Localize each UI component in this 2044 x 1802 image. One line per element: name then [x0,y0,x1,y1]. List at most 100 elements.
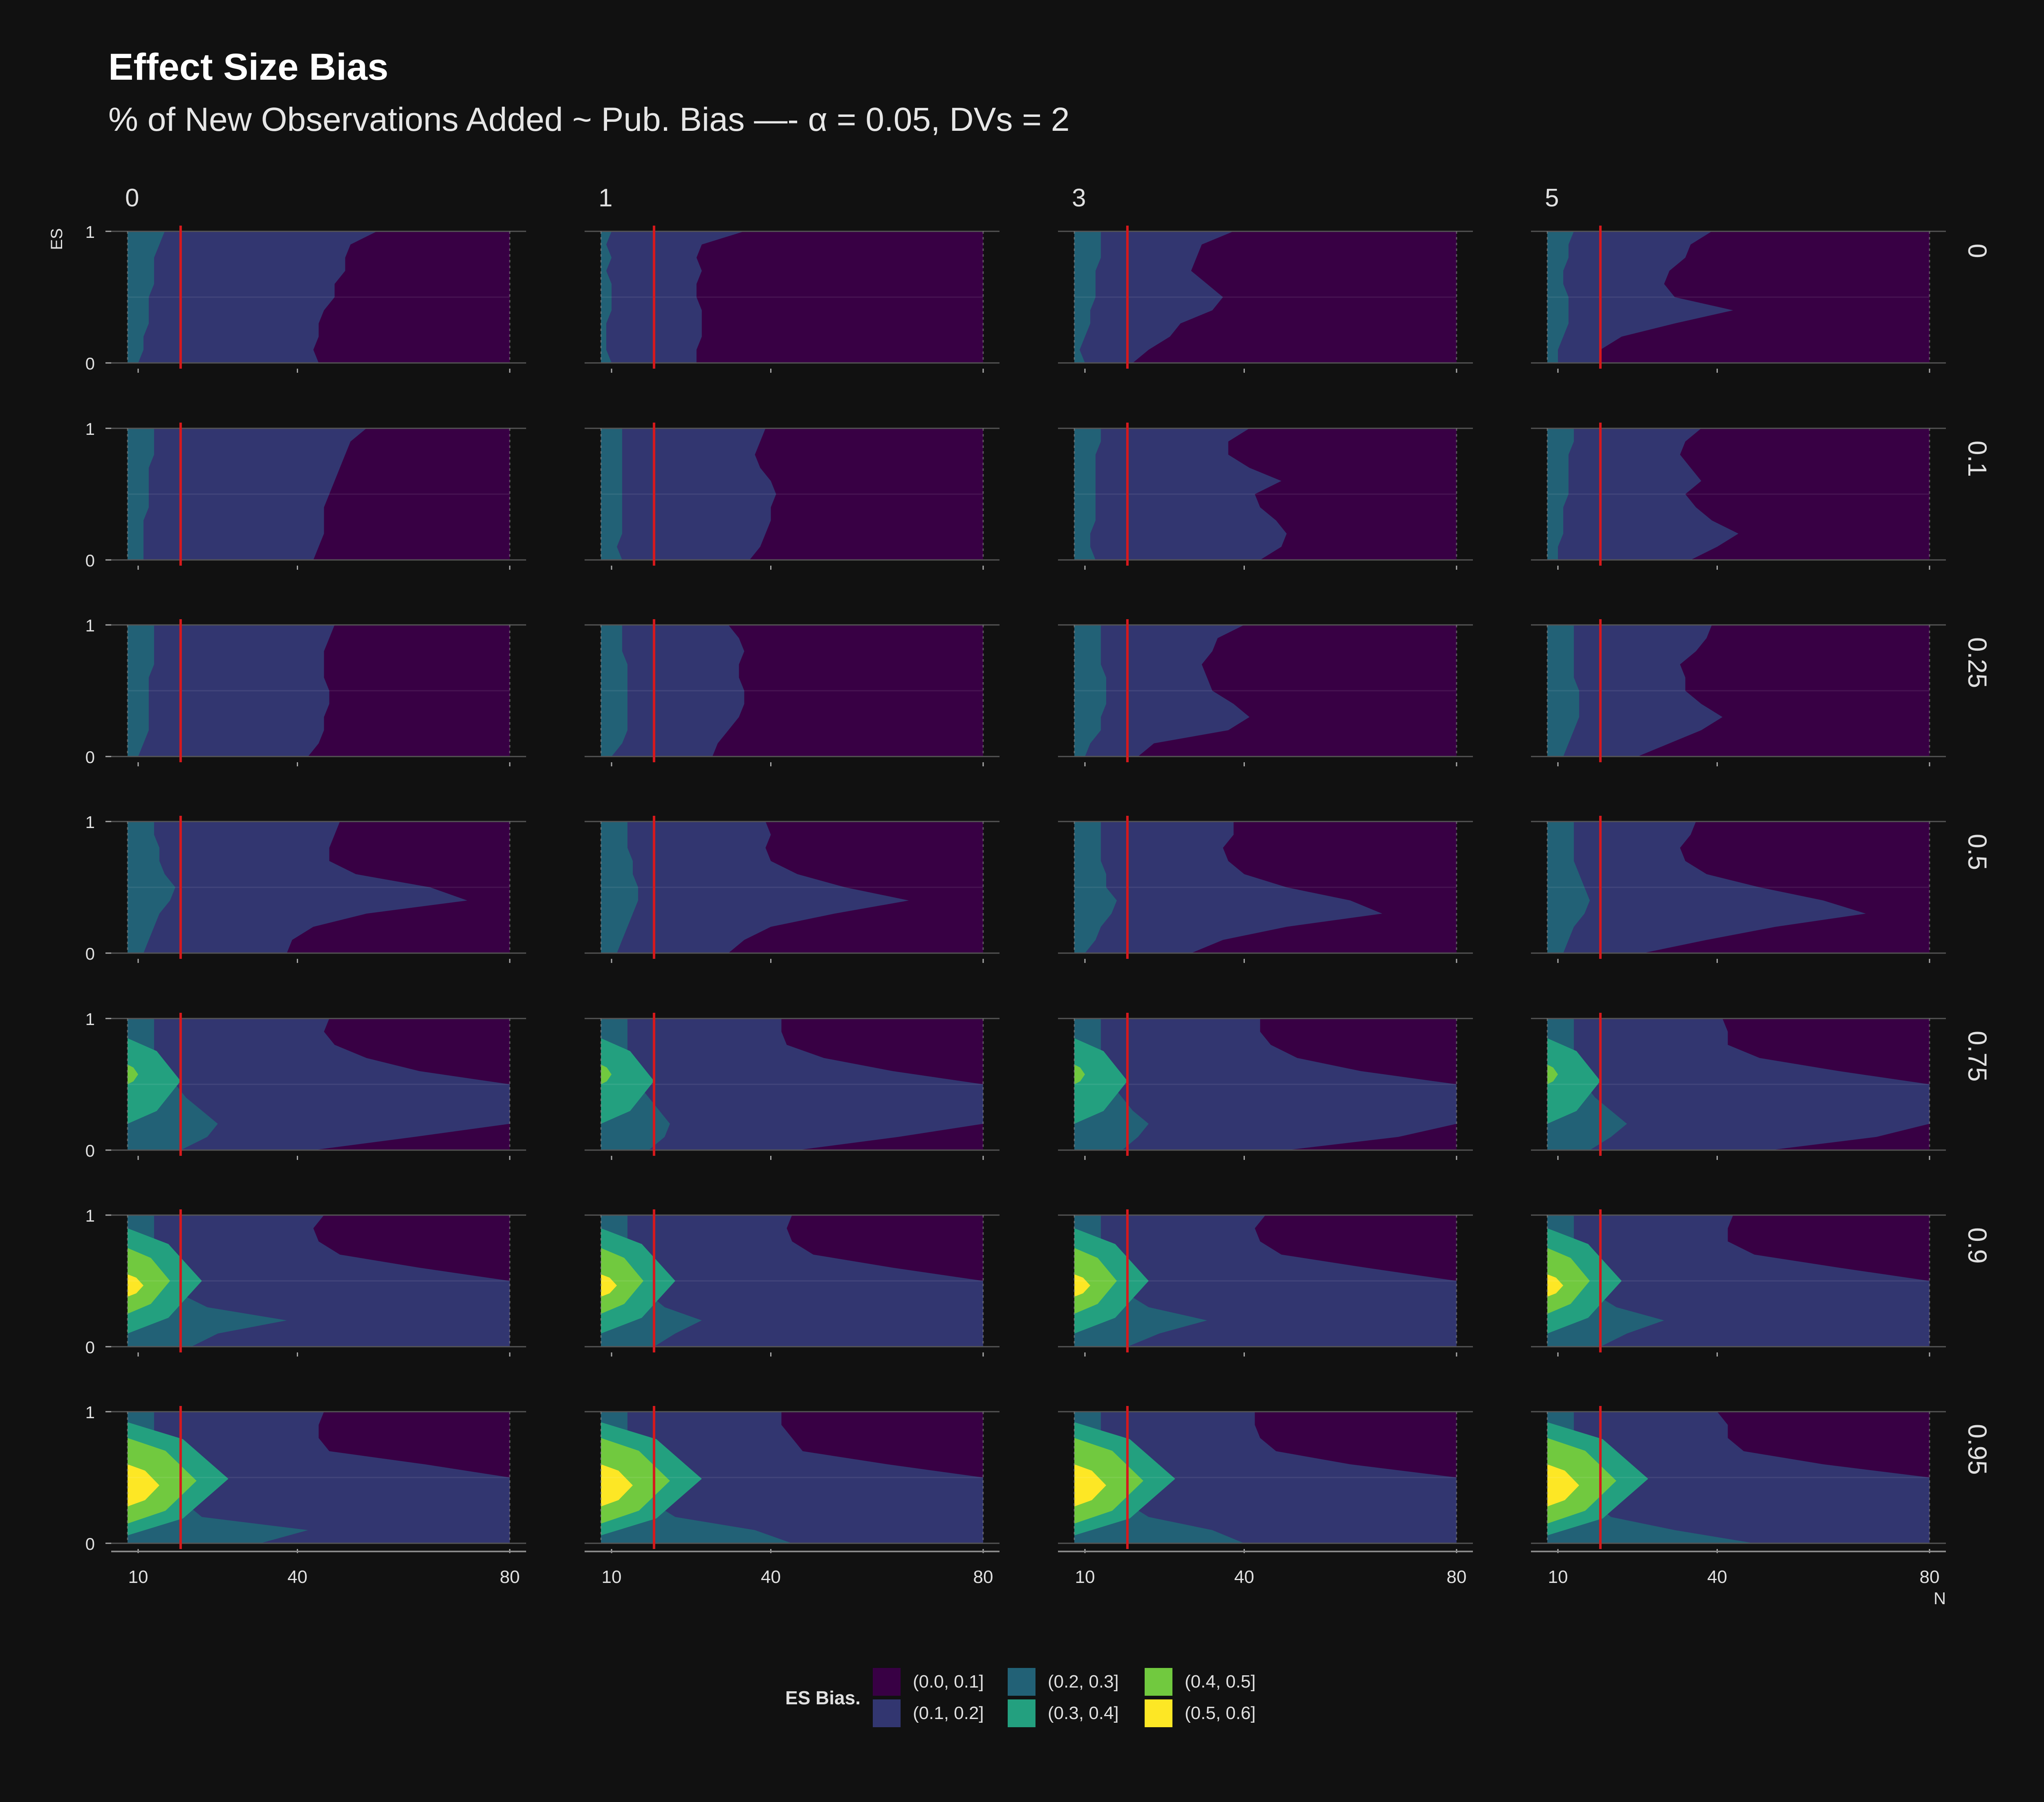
contour-band [601,822,909,953]
legend-item: (0.3, 0.4] [1008,1699,1119,1727]
column-facet-label: 1 [598,184,612,212]
contour-band [1547,1412,1930,1543]
facet-panel: 01 [85,1206,526,1357]
legend-swatch [1145,1699,1172,1727]
contour-band [1547,1464,1579,1507]
row-facet-label: 0.95 [1963,1424,1992,1475]
contour-band [601,1438,670,1524]
facet-panel [1531,816,1946,963]
y-tick-label: 1 [85,419,95,439]
legend: ES Bias. (0.0, 0.1] (0.1, 0.2] (0.2, 0.3] (… [785,1668,1256,1727]
contour-band [1547,1019,1930,1150]
contour-band [1074,231,1101,363]
contour-band [128,1464,159,1507]
legend-label: (0.3, 0.4] [1048,1703,1119,1723]
column-facet-label: 5 [1545,184,1559,212]
contour-band [128,1248,170,1314]
chart-title: Effect Size Bias [108,46,388,88]
contour-band [1074,625,1250,757]
contour-band [1547,1038,1600,1124]
y-tick-label: 1 [85,222,95,242]
facet-panel: 01 [85,222,526,373]
x-tick-label: 40 [1707,1567,1727,1587]
contour-band [601,625,628,757]
contour-band [128,822,468,953]
facet-panel [1531,1406,1946,1553]
y-tick-label: 1 [85,1403,95,1422]
contour-band [128,1274,143,1297]
contour-band [1074,1438,1143,1524]
row-facet-label: 0.75 [1963,1031,1992,1082]
contour-band [1547,822,1590,953]
contour-band [601,625,744,757]
x-tick-label: 80 [973,1567,993,1587]
legend-label: (0.1, 0.2] [913,1703,984,1723]
legend-swatch [1145,1668,1172,1696]
x-tick-label: 40 [287,1567,307,1587]
facet-panel [1058,1209,1473,1357]
facet-panel: 01 [85,1403,526,1554]
x-tick-label: 80 [1920,1567,1940,1587]
row-facet-label: 0.9 [1963,1227,1992,1264]
facet-panel [585,226,1000,373]
y-tick-label: 0 [85,1141,95,1160]
contour-band [128,625,335,757]
contour-band [601,428,622,560]
contour-band [601,874,622,907]
contour-band [1074,1274,1090,1297]
contour-band [1074,625,1106,757]
contour-band [601,1038,654,1124]
legend-swatch [1008,1699,1035,1727]
contour-band [128,822,175,953]
facet-panel [1531,1013,1946,1160]
contour-band [128,1412,510,1543]
contour-band [1547,231,1733,363]
facet-panel [1531,423,1946,570]
y-tick-label: 0 [85,1338,95,1357]
contour-band [1074,1412,1457,1543]
contour-band [601,1464,633,1507]
legend-swatch [873,1699,901,1727]
legend-item: (0.2, 0.3] [1008,1668,1119,1696]
contour-band [1074,1019,1457,1150]
x-tick-label: 40 [761,1567,781,1587]
facet-panel [1058,1013,1473,1160]
contour-band [128,428,367,560]
contour-band [601,1019,983,1150]
x-tick-label: 10 [1075,1567,1095,1587]
contour-band [601,1412,983,1543]
y-tick-label: 0 [85,1534,95,1554]
contour-band [128,428,154,560]
contour-band [1547,1064,1558,1084]
y-axis-label: ES [48,228,66,250]
column-facet-label: 3 [1072,184,1086,212]
y-tick-label: 1 [85,616,95,635]
facet-panel [1531,1209,1946,1357]
contour-band [1547,874,1569,907]
contour-band [601,822,638,953]
x-tick-label: 10 [128,1567,148,1587]
facet-panel [1531,226,1946,373]
y-tick-label: 1 [85,813,95,832]
y-tick-label: 1 [85,1010,95,1029]
legend-label: (0.0, 0.1] [913,1672,984,1692]
facet-panel [585,619,1000,766]
row-facet-label: 0.25 [1963,637,1992,688]
contour-band [128,1038,181,1124]
contour-band [601,1064,612,1084]
column-facet-label: 0 [125,184,139,212]
facet-panel [585,1209,1000,1357]
contour-band [1547,1274,1563,1297]
legend-label: (0.2, 0.3] [1048,1672,1119,1692]
contour-band [128,1438,197,1524]
x-tick-label: 10 [1548,1567,1568,1587]
legend-item: (0.4, 0.5] [1145,1668,1256,1696]
legend-title: ES Bias. [785,1687,861,1708]
contour-band [1547,231,1574,363]
contour-band [601,1274,617,1297]
x-tick-label: 10 [601,1567,621,1587]
row-facet-label: 0 [1963,244,1992,258]
contour-band [1074,1248,1117,1314]
facet-panel: 01 [85,1010,526,1160]
